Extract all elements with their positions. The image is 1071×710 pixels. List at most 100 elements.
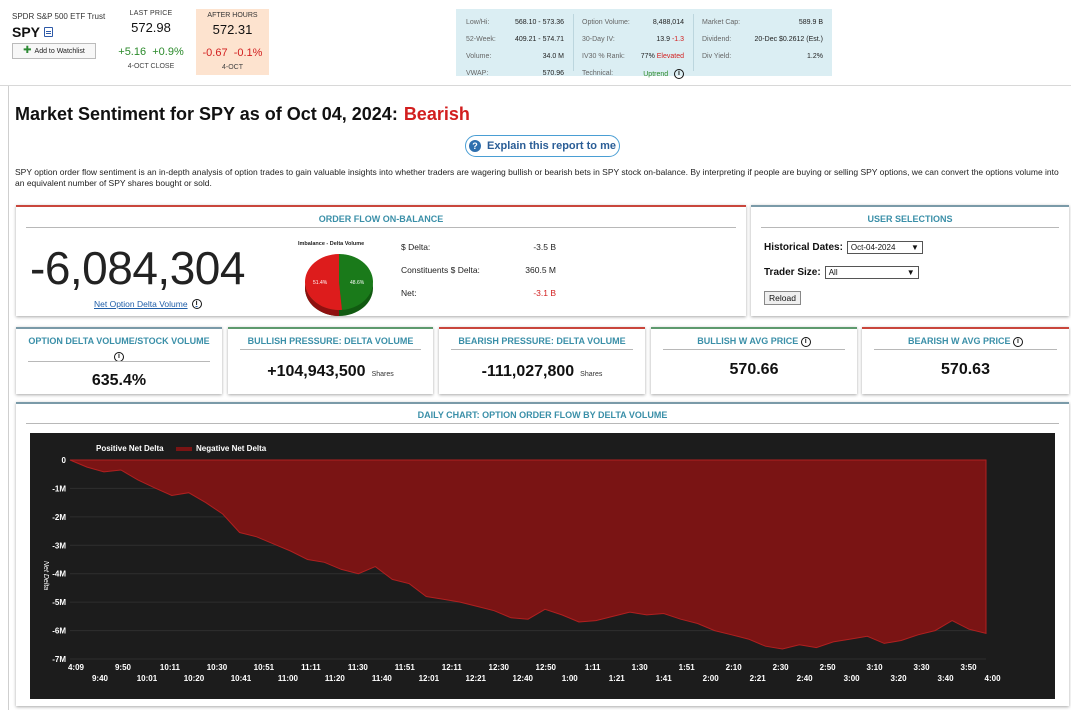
historical-dates-select[interactable]: Oct-04-2024 ▼ [846,241,923,254]
reload-button[interactable]: Reload [764,291,801,305]
y-tick-label: -2M [52,513,66,522]
x-tick-label: 2:10 [726,663,743,672]
x-tick-label: 1:51 [679,663,696,672]
chart-title: DAILY CHART: OPTION ORDER FLOW BY DELTA … [417,410,668,420]
chevron-down-icon: ▼ [906,268,915,277]
x-tick-label: 3:30 [914,663,931,672]
last-price-label: LAST PRICE [129,10,173,17]
legend-negative-swatch [176,447,192,451]
metric-value: 570.66 [729,361,779,378]
metric-card-bullish-avg-price: BULLISH W AVG PRICE i 570.66 [651,327,857,394]
metric-card-delta-stock-ratio: OPTION DELTA VOLUME/STOCK VOLUME i 635.4… [16,327,222,394]
metric-card-bullish-pressure: BULLISH PRESSURE: DELTA VOLUME +104,943,… [228,327,433,394]
stats-column-price: Low/Hi: 568.10 - 573.36 52-Week: 409.21 - … [466,14,564,82]
x-tick-label: 12:50 [536,663,557,672]
x-tick-label: 9:50 [115,663,132,672]
ticker-symbol: SPY [12,24,54,40]
x-tick-label: 10:01 [137,674,158,683]
plus-icon: ✚ [23,45,32,56]
page-title-text: Market Sentiment for SPY as of Oct 04, 2… [15,104,398,124]
pie-title: Imbalance - Delta Volume [298,241,365,247]
metric-title: BULLISH W AVG PRICE i [657,336,851,347]
last-change: +5.16 +0.9% [113,46,189,58]
x-tick-label: 3:20 [891,674,908,683]
add-to-watchlist-button[interactable]: ✚ Add to Watchlist [12,43,96,59]
sentiment-label: Bearish [403,104,470,124]
divider [451,349,633,350]
info-icon[interactable]: i [800,336,811,347]
last-price-block: LAST PRICE 572.98 +5.16 +0.9% 4-OCT CLOS… [113,10,189,70]
x-tick-label: 12:30 [489,663,510,672]
metric-value: -111,027,800 Shares [481,363,603,380]
divider [761,227,1059,228]
watchlist-label: Add to Watchlist [34,47,85,55]
trader-size-select[interactable]: All ▼ [824,266,919,279]
info-icon[interactable]: i [191,299,202,309]
stat-volume: Volume: 34.0 M [466,53,564,60]
stats-panel: Low/Hi: 568.10 - 573.36 52-Week: 409.21 - … [456,9,832,79]
delta-row: Constituents $ Delta: 360.5 M [401,265,556,275]
stat-dividend: Dividend: 20-Dec $0.2612 (Est.) [702,36,823,43]
x-tick-label: 1:21 [609,674,626,683]
stat-iv30-rank: IV30 % Rank: 77% Elevated [582,53,684,60]
net-option-delta-label[interactable]: Net Option Delta Volume [94,299,188,309]
divider [26,227,736,228]
y-tick-label: -5M [52,598,66,607]
info-icon[interactable]: i [1013,336,1024,347]
last-price: 572.98 [131,20,171,35]
last-change-abs: +5.16 [118,46,147,58]
net-option-delta-link[interactable]: Net Option Delta Volume i [94,299,202,309]
x-tick-label: 2:40 [797,674,814,683]
y-axis-ticks: 0 -1M -2M -3M -4M -5M -6M -7M [52,456,66,664]
stat-div-yield: Div Yield: 1.2% [702,53,823,60]
pie-label-green: 48.6% [350,280,365,286]
x-tick-label: 3:50 [961,663,978,672]
y-tick-label: -6M [52,627,66,636]
metric-value: +104,943,500 Shares [267,363,394,380]
x-tick-label: 10:11 [160,663,181,672]
after-hours-change-pct: -0.1% [233,47,263,59]
legend-negative-label: Negative Net Delta [196,444,267,453]
divider [26,423,1059,424]
stat-technical: Technical: Uptrend i [582,65,684,82]
question-icon: ? [469,140,482,152]
y-tick-label: -1M [52,484,66,493]
x-tick-label: 12:40 [513,674,534,683]
metric-value: 570.63 [941,361,990,378]
trader-size-label: Trader Size: [764,267,821,278]
x-tick-label: 1:11 [585,663,601,672]
historical-dates-row: Historical Dates: Oct-04-2024 ▼ [764,241,923,254]
net-option-delta-volume: -6,084,304 [30,242,245,294]
explain-report-button[interactable]: ? Explain this report to me [465,135,620,157]
x-tick-label: 10:51 [254,663,275,672]
x-tick-label: 1:41 [656,674,673,683]
quote-header: SPDR S&P 500 ETF Trust SPY ✚ Add to Watc… [0,0,1071,86]
stat-52-week: 52-Week: 409.21 - 574.71 [466,36,564,43]
info-icon[interactable]: i [674,68,684,79]
document-icon[interactable] [44,27,54,37]
chart-legend: Positive Net Delta Negative Net Delta [96,444,267,453]
trader-size-row: Trader Size: All ▼ [764,266,919,279]
stats-divider [693,14,694,71]
metric-title: BULLISH PRESSURE: DELTA VOLUME [247,336,414,346]
user-selections-card: USER SELECTIONS Historical Dates: Oct-04… [751,205,1069,316]
stats-column-fundamentals: Market Cap: 589.9 B Dividend: 20-Dec $0.26… [702,14,823,65]
x-tick-label: 2:30 [773,663,790,672]
y-tick-label: -4M [52,570,66,579]
ticker-label: SPY [12,24,41,40]
metric-card-bearish-avg-price: BEARISH W AVG PRICE i 570.63 [862,327,1069,394]
stat-vwap: VWAP: 570.96 [466,70,564,77]
stat-market-cap: Market Cap: 589.9 B [702,19,823,26]
after-hours-change-abs: -0.67 [202,47,228,59]
delta-summary: $ Delta: -3.5 B Constituents $ Delta: 360.… [401,242,556,311]
x-tick-label: 2:21 [750,674,767,683]
divider [663,349,845,350]
x-tick-label: 4:00 [985,674,1002,683]
x-tick-label: 11:40 [372,674,393,683]
x-tick-label: 10:41 [231,674,252,683]
y-tick-label: -7M [52,655,66,664]
x-tick-label: 2:50 [820,663,837,672]
x-tick-label: 3:40 [938,674,955,683]
after-hours-label: AFTER HOURS [207,12,258,19]
divider [240,349,421,350]
